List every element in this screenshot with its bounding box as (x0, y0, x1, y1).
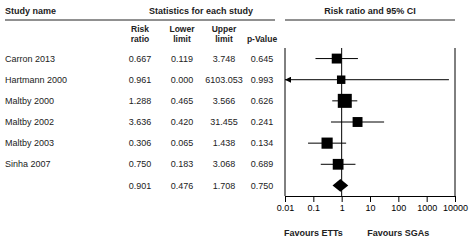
column-header: limit (173, 34, 191, 44)
header-rule (5, 20, 275, 21)
tick-mark (342, 196, 343, 202)
cell-value: 0.667 (129, 54, 152, 64)
tick-label: 1000 (417, 203, 437, 213)
tick-label: 0.1 (308, 203, 321, 213)
ci-line (285, 79, 449, 80)
tick: 100 (391, 196, 406, 213)
tick: 1 (340, 196, 345, 213)
tick-label: 1 (340, 203, 345, 213)
summary-diamond (333, 179, 349, 192)
tick-label: 10000 (443, 203, 468, 213)
point-estimate (322, 138, 333, 149)
tick: 0.01 (277, 196, 295, 213)
cell-value: 0.689 (251, 159, 274, 169)
chart: Study name Statistics for each study Risk … (0, 0, 474, 245)
study-name: Carron 2013 (5, 54, 55, 64)
annotation: Favours SGAs (367, 228, 429, 238)
cell-value: 3.636 (129, 117, 152, 127)
cell-value: 0.065 (171, 138, 194, 148)
cell-value: 0.961 (129, 75, 152, 85)
cell-value: 0.476 (171, 181, 194, 191)
cell-value: 3.068 (213, 159, 236, 169)
cell-value: 1.288 (129, 96, 152, 106)
tick: 0.1 (308, 196, 321, 213)
cell-value: 0.241 (251, 117, 274, 127)
tick-mark (398, 196, 399, 202)
column-header: Risk (131, 24, 149, 34)
point-estimate (333, 159, 344, 170)
cell-value: 0.119 (171, 54, 193, 64)
study-name: Maltby 2003 (5, 138, 54, 148)
tick-mark (455, 196, 456, 202)
plot-area (285, 48, 455, 196)
column-header: limit (215, 34, 233, 44)
cell-value: 3.748 (213, 54, 236, 64)
cell-value: 0.750 (251, 181, 274, 191)
category-header: Study name (5, 6, 56, 16)
cell-value: 0.306 (129, 138, 152, 148)
study-name: Maltby 2000 (5, 96, 54, 106)
cell-value: 0.183 (171, 159, 194, 169)
cell-value: 1.708 (213, 181, 236, 191)
point-estimate (337, 75, 345, 83)
cell-value: 0.465 (171, 96, 194, 106)
tick-label: 100 (391, 203, 406, 213)
tick: 10000 (443, 196, 468, 213)
cell-value: 0.645 (251, 54, 274, 64)
column-header: Lower (169, 24, 195, 34)
cell-value: 0.420 (171, 117, 194, 127)
axis-line (286, 197, 456, 203)
tick: 10 (365, 196, 375, 213)
tick-mark (427, 196, 428, 202)
tick-mark (370, 196, 371, 202)
tick-mark (285, 196, 286, 202)
cell-value: 1.438 (213, 138, 236, 148)
cell-value: 0.901 (129, 181, 152, 191)
column-header: Upper (212, 24, 237, 34)
table-rows: Carron 2013 0.667 0.119 3.748 0.645 Hartmann … (5, 54, 273, 191)
point-estimate (332, 54, 342, 64)
frame-line (285, 48, 286, 196)
study-name: Hartmann 2000 (5, 75, 67, 85)
tick-mark (313, 196, 314, 202)
frame-line (455, 48, 456, 196)
cell-value: 0.626 (251, 96, 274, 106)
cell-value: 6103.053 (205, 75, 243, 85)
annotation: Favours ETTs (284, 228, 343, 238)
point-estimate (353, 117, 363, 127)
cell-value: 0.134 (251, 138, 274, 148)
table-title: Statistics for each study (149, 6, 253, 16)
column-header: p-Value (247, 34, 278, 44)
cell-value: 0.993 (251, 75, 274, 85)
cell-value: 0.750 (129, 159, 152, 169)
cell-value: 3.566 (213, 96, 236, 106)
study-name: Maltby 2002 (5, 117, 54, 127)
header-rule (285, 20, 455, 21)
column-header: ratio (131, 34, 149, 44)
cell-value: 31.455 (210, 117, 238, 127)
tick-label: 10 (365, 203, 375, 213)
study-name: Sinha 2007 (5, 159, 51, 169)
tick-label: 0.01 (277, 203, 295, 213)
title: Risk ratio and 95% CI (324, 6, 416, 16)
tick: 1000 (417, 196, 437, 213)
x-axis: 0.01 0.1 1 10 100 1000 10000 (277, 196, 468, 213)
cell-value: 0.000 (171, 75, 194, 85)
point-estimate (338, 94, 352, 108)
